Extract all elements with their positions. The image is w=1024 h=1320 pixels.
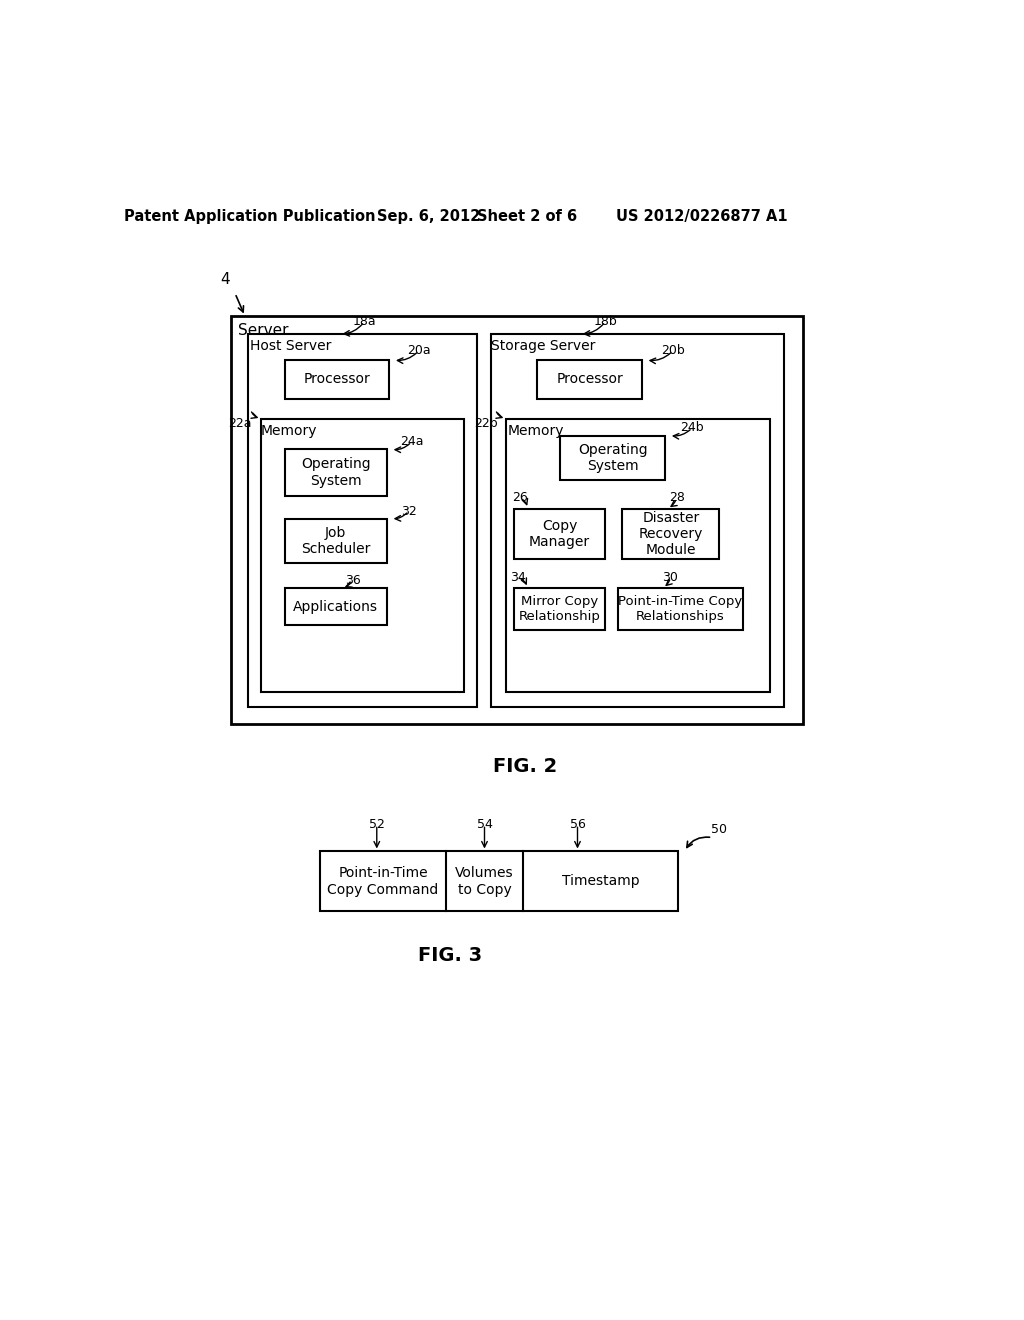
Text: Memory: Memory	[261, 424, 317, 438]
Bar	[560, 436, 665, 480]
Text: FIG. 2: FIG. 2	[493, 758, 557, 776]
Text: FIG. 3: FIG. 3	[418, 946, 481, 965]
Text: 36: 36	[345, 574, 360, 587]
Bar	[506, 418, 770, 692]
Bar	[538, 360, 642, 399]
Text: Volumes
to Copy: Volumes to Copy	[456, 866, 514, 896]
Text: 34: 34	[510, 570, 525, 583]
Text: 56: 56	[569, 818, 586, 832]
Text: 20b: 20b	[660, 345, 685, 358]
Bar	[514, 589, 605, 631]
Text: Patent Application Publication: Patent Application Publication	[124, 209, 376, 223]
Text: Timestamp: Timestamp	[562, 874, 640, 888]
Text: 32: 32	[400, 504, 417, 517]
Text: 52: 52	[369, 818, 385, 832]
Text: 30: 30	[663, 570, 679, 583]
Text: Disaster
Recovery
Module: Disaster Recovery Module	[639, 511, 703, 557]
Text: Job
Scheduler: Job Scheduler	[301, 525, 371, 556]
Text: Server: Server	[239, 322, 289, 338]
Text: Operating
System: Operating System	[301, 458, 371, 487]
Text: 4: 4	[220, 272, 229, 286]
Bar	[231, 317, 803, 725]
Bar	[285, 360, 389, 399]
Bar	[514, 508, 605, 558]
Text: US 2012/0226877 A1: US 2012/0226877 A1	[615, 209, 787, 223]
Bar	[623, 508, 719, 558]
Bar	[285, 449, 387, 496]
Text: 28: 28	[669, 491, 685, 504]
Text: Applications: Applications	[293, 599, 378, 614]
Text: 26: 26	[512, 491, 528, 504]
Text: Host Server: Host Server	[250, 339, 332, 354]
Text: Sep. 6, 2012: Sep. 6, 2012	[377, 209, 480, 223]
Text: Operating
System: Operating System	[578, 442, 647, 473]
Text: Storage Server: Storage Server	[492, 339, 596, 354]
Bar	[261, 418, 464, 692]
Bar	[321, 851, 678, 911]
Bar	[248, 334, 477, 708]
Text: 20a: 20a	[407, 345, 430, 358]
Text: 24b: 24b	[680, 421, 705, 434]
Text: 50: 50	[711, 824, 727, 837]
Text: 24a: 24a	[400, 436, 423, 449]
Text: Sheet 2 of 6: Sheet 2 of 6	[477, 209, 578, 223]
Text: 22b: 22b	[474, 417, 498, 430]
Text: Processor: Processor	[303, 372, 371, 387]
Text: 18b: 18b	[594, 315, 617, 329]
Bar	[490, 334, 783, 708]
Text: Copy
Manager: Copy Manager	[529, 519, 590, 549]
Text: Point-in-Time Copy
Relationships: Point-in-Time Copy Relationships	[618, 595, 742, 623]
Bar	[617, 589, 743, 631]
Text: 18a: 18a	[352, 315, 376, 329]
Text: 22a: 22a	[228, 417, 251, 430]
Text: 54: 54	[476, 818, 493, 832]
Text: Memory: Memory	[508, 424, 564, 438]
Text: Mirror Copy
Relationship: Mirror Copy Relationship	[519, 595, 601, 623]
Bar	[285, 519, 387, 564]
Bar	[285, 589, 387, 626]
Text: Processor: Processor	[556, 372, 623, 387]
Text: Point-in-Time
Copy Command: Point-in-Time Copy Command	[328, 866, 438, 896]
